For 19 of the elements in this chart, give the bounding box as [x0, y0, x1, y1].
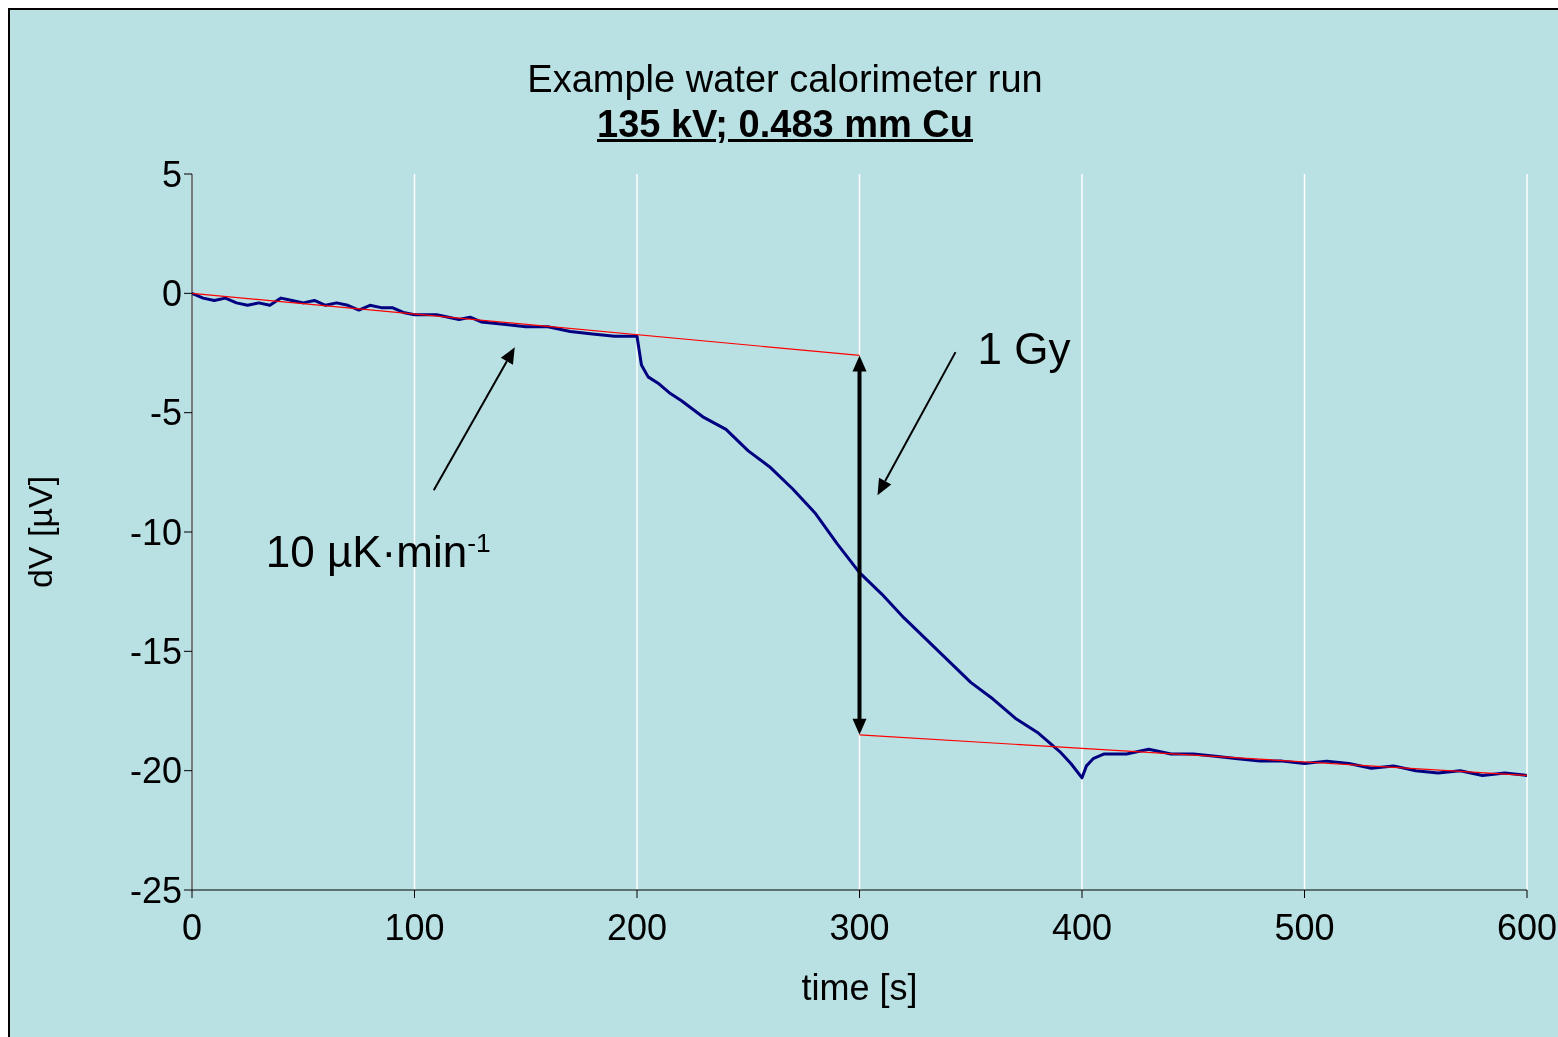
chart-title: Example water calorimeter run — [526, 58, 1044, 101]
y-tick-label: -10 — [129, 511, 182, 553]
y-tick-label: -25 — [129, 869, 182, 911]
chart-subtitle: 135 kV; 0.483 mm Cu — [596, 103, 974, 146]
annotation: 10 µK·min$^{-1}$ — [265, 527, 491, 577]
y-tick-label: -15 — [129, 631, 182, 673]
x-tick-label: 300 — [829, 906, 890, 948]
y-tick-label: -20 — [129, 750, 182, 792]
x-tick-label: 400 — [1051, 906, 1113, 948]
x-tick-label: 200 — [606, 906, 668, 948]
y-tick-label: 0 — [161, 273, 182, 315]
annotation: 1 Gy — [977, 324, 1071, 374]
x-tick-label: 600 — [1496, 906, 1558, 948]
y-tick-label: -5 — [149, 392, 182, 434]
x-tick-label: 100 — [384, 906, 445, 948]
x-tick-label: 500 — [1274, 906, 1335, 948]
y-tick-label: 5 — [161, 153, 182, 195]
y-axis-title: dV [µV] — [21, 475, 60, 589]
x-axis-title: time [s] — [801, 967, 918, 1008]
